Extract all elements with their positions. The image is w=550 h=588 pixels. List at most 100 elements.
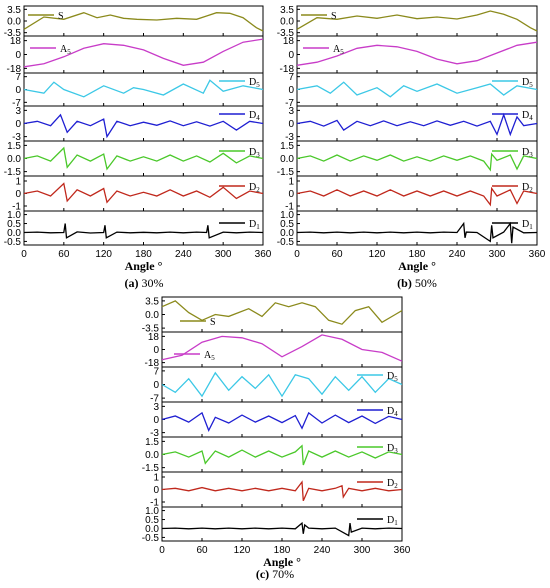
legend-label: D1 <box>522 219 533 231</box>
panel-frame <box>161 436 403 473</box>
panel-frame <box>161 296 403 333</box>
x-tick-label: 0 <box>159 545 165 556</box>
y-tick-label: 1.0 <box>7 210 21 221</box>
series-line <box>296 152 538 172</box>
panel-d2: 10 -1 D2 <box>12 175 264 213</box>
series-line <box>23 113 264 139</box>
legend-label: S <box>331 11 337 22</box>
legend-subscript: 5 <box>211 354 215 362</box>
legend-label: D5 <box>522 77 533 89</box>
legend-subscript: 4 <box>394 410 398 418</box>
x-tick-label: 300 <box>215 249 232 260</box>
y-tick-label: 0 <box>153 380 159 391</box>
y-tick-label: 0 <box>15 119 21 130</box>
y-tick-label: 0 <box>15 189 21 200</box>
panel-frame <box>161 506 403 542</box>
legend-subscript: 2 <box>256 186 260 194</box>
panel-d5: 7 0 -7 D5 <box>150 366 403 405</box>
y-tick-label: 3.5 <box>145 296 159 307</box>
y-tick-label: 0 <box>15 50 21 61</box>
legend-label: A5 <box>204 350 215 362</box>
panel-d4: 3 0 -3 D4 <box>12 105 264 143</box>
x-tick-label: 180 <box>135 249 152 260</box>
legend-subscript: 4 <box>256 114 260 122</box>
legend-subscript: 3 <box>394 447 398 455</box>
legend-label: D2 <box>387 478 398 490</box>
y-tick-label: -1 <box>12 202 21 213</box>
panel-d3: 1.5 0.0 -1.5 D3 <box>277 140 538 178</box>
series-line <box>161 411 403 433</box>
legend-subscript: 5 <box>529 81 533 89</box>
y-tick-label: -1.5 <box>142 463 160 474</box>
panel-d1: 1.00.50.0-0.5 D1 <box>4 210 264 248</box>
series-line <box>296 112 538 137</box>
panel-frame <box>23 210 264 246</box>
legend-label: S <box>210 317 216 328</box>
y-tick-label: 3 <box>153 402 159 413</box>
subfigure-caption: (b) 50% <box>397 276 437 290</box>
caption-letter: (a) <box>125 276 139 290</box>
y-tick-label: 18 <box>148 332 160 343</box>
x-axis-label: Angle ° <box>125 259 163 273</box>
y-tick-label: 0.5 <box>7 219 21 230</box>
legend-label: D1 <box>387 515 398 527</box>
legend-label: D5 <box>387 371 398 383</box>
y-tick-label: -7 <box>12 98 21 109</box>
y-tick-label: 0 <box>288 189 294 200</box>
y-tick-label: 0.0 <box>145 524 159 535</box>
y-tick-label: -1.5 <box>277 167 295 178</box>
y-tick-label: -7 <box>285 98 294 109</box>
panel-d2: 10 -1 D2 <box>285 175 538 213</box>
legend-label: D5 <box>249 77 260 89</box>
legend-subscript: 5 <box>256 81 260 89</box>
y-tick-label: -0.5 <box>4 237 22 248</box>
panel-d2: 10 -1 D2 <box>150 471 403 509</box>
caption-text: 30% <box>139 276 164 290</box>
legend-label: D1 <box>249 219 260 231</box>
series-line <box>23 12 264 32</box>
legend-label: D4 <box>387 406 398 418</box>
series-line <box>161 371 403 398</box>
legend-label: S <box>58 11 64 22</box>
legend-label: D3 <box>522 147 533 159</box>
panel-frame <box>161 401 403 438</box>
panel-frame <box>296 72 538 107</box>
legend-label: A5 <box>60 44 71 56</box>
panel-d1: 1.00.50.0-0.5 D1 <box>142 506 403 544</box>
y-tick-label: 3.5 <box>280 5 294 16</box>
y-tick-label: 1.5 <box>145 437 159 448</box>
y-tick-label: 0 <box>288 119 294 130</box>
x-tick-label: 300 <box>354 545 371 556</box>
x-tick-label: 120 <box>234 545 251 556</box>
x-tick-label: 0 <box>21 249 27 260</box>
y-tick-label: 1 <box>15 177 21 188</box>
x-tick-label: 120 <box>95 249 112 260</box>
y-tick-label: 1.0 <box>145 506 159 517</box>
series-line <box>296 41 538 66</box>
legend-subscript: 5 <box>340 48 344 56</box>
y-tick-label: 0 <box>153 485 159 496</box>
y-tick-label: 0.0 <box>7 154 21 165</box>
panel-a5: 18 0 -18 A5 <box>280 35 538 75</box>
legend-label: D3 <box>387 443 398 455</box>
x-tick-label: 240 <box>175 249 192 260</box>
x-tick-label: 360 <box>255 249 272 260</box>
panel-d3: 1.5 0.0 -1.5 D3 <box>142 436 403 474</box>
y-tick-label: -18 <box>7 64 22 75</box>
y-tick-label: 0 <box>153 345 159 356</box>
panel-s: 3.50.0-3.5 S <box>4 5 264 39</box>
y-tick-label: -3.5 <box>142 324 160 335</box>
y-tick-label: 0.0 <box>7 228 21 239</box>
y-tick-label: -18 <box>280 64 295 75</box>
y-tick-label: -3 <box>285 132 294 143</box>
caption-text: 70% <box>269 567 294 581</box>
caption-letter: (b) <box>397 276 412 290</box>
series-line <box>23 146 264 171</box>
series-line <box>23 223 264 239</box>
series-line <box>23 182 264 204</box>
legend-subscript: 4 <box>529 114 533 122</box>
y-tick-label: -3.5 <box>277 28 295 39</box>
legend-subscript: 1 <box>394 519 398 527</box>
y-tick-label: -3 <box>12 132 21 143</box>
y-tick-label: 3 <box>288 106 294 117</box>
